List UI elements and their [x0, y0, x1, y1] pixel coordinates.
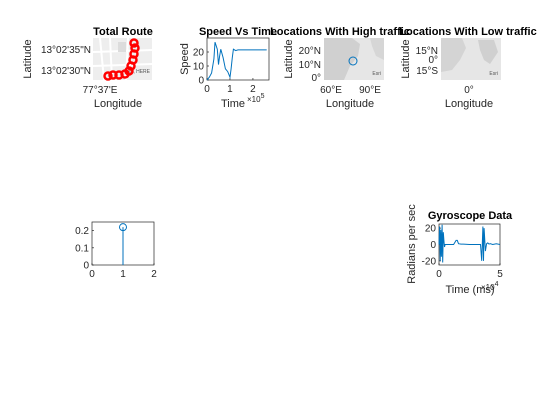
y-tick-label: 13°02'35"N: [41, 45, 91, 56]
basemap-land: [370, 38, 384, 60]
speed-series-line: [206, 42, 267, 81]
y-tick-label: 10: [193, 62, 205, 73]
x-tick-label: 5: [497, 269, 503, 280]
stem-marker: [119, 223, 127, 232]
basemap-land: [478, 40, 498, 64]
y-tick-label: 0°: [428, 55, 438, 66]
y-tick-label: 0: [83, 261, 89, 272]
x-axis-label: Time: [221, 98, 245, 110]
y-axis-label: Radians per sec: [406, 204, 418, 284]
basemap-building: [118, 42, 126, 52]
chart-title: Speed Vs Time: [199, 26, 277, 38]
panel-total-route: Total Route Esri, HERE 13°02'35"N 13°02'…: [22, 26, 153, 110]
x-tick-label: 90°E: [359, 85, 381, 96]
y-axis-label: Latitude: [22, 39, 34, 78]
x-tick-label: 0: [89, 269, 95, 280]
y-tick-label: 20°N: [299, 46, 321, 57]
basemap-credit: Esri: [489, 71, 498, 77]
x-tick-label: 1: [120, 269, 126, 280]
panel-high-traffic: Locations With High traffic Esri 20°N 10…: [270, 26, 410, 110]
route-marker: [129, 38, 139, 48]
chart-title: Locations With High traffic: [270, 26, 410, 38]
x-tick-label: 0: [436, 269, 442, 280]
x-tick-label: 1: [227, 84, 233, 95]
panel-gyroscope: Gyroscope Data 0 5 20 0 -20 Time (ms) ×104 R…: [406, 204, 513, 296]
x-tick-label: 2: [151, 269, 157, 280]
y-tick-label: 0.1: [75, 243, 89, 254]
y-tick-label: 15°S: [416, 66, 438, 77]
stem-series: [119, 223, 127, 265]
panel-low-traffic: Locations With Low traffic Esri 15°N 0° …: [399, 26, 536, 110]
x-tick-label: 2: [250, 84, 256, 95]
route-marker: [103, 71, 113, 81]
chart-title: Locations With Low traffic: [399, 26, 536, 38]
route-marker: [108, 70, 118, 80]
high-traffic-marker: [348, 56, 358, 66]
chart-title: Total Route: [93, 26, 153, 38]
x-exponent: ×104: [481, 281, 499, 292]
x-tick-label: 77°37'E: [83, 85, 118, 96]
gyro-series-line: [438, 224, 501, 263]
x-exponent: ×105: [247, 93, 265, 104]
route-markers: [103, 38, 140, 81]
y-tick-label: 20: [193, 48, 205, 59]
y-tick-label: 0.2: [75, 226, 89, 237]
x-tick-label: 0°: [464, 85, 474, 96]
x-axis-label: Longitude: [94, 98, 142, 110]
plot-area: [206, 37, 270, 81]
x-tick-label: 60°E: [320, 85, 342, 96]
basemap-land: [324, 38, 360, 80]
basemap-land: [441, 38, 466, 72]
y-tick-label: -20: [422, 256, 437, 267]
y-axis-label: Speed: [179, 43, 191, 75]
x-axis-label: Time (ms): [445, 284, 494, 296]
y-tick-label: 13°02'30"N: [41, 66, 91, 77]
y-tick-label: 0: [198, 76, 204, 87]
y-tick-label: 10°N: [299, 60, 321, 71]
y-tick-label: 0°: [311, 73, 321, 84]
chart-title: Gyroscope Data: [428, 210, 513, 222]
x-axis-label: Longitude: [445, 98, 493, 110]
y-axis-label: Latitude: [283, 39, 295, 78]
y-tick-label: 20: [425, 224, 437, 235]
basemap-credit: Esri, HERE: [125, 69, 151, 75]
x-axis-label: Longitude: [326, 98, 374, 110]
y-axis-label: Latitude: [400, 39, 412, 78]
y-tick-label: 0: [430, 240, 436, 251]
x-tick-label: 0: [204, 84, 210, 95]
panel-stem: 0 1 2 0 0.1 0.2: [75, 221, 157, 280]
basemap-credit: Esri: [372, 71, 381, 77]
y-tick-label: 15°N: [416, 46, 438, 57]
